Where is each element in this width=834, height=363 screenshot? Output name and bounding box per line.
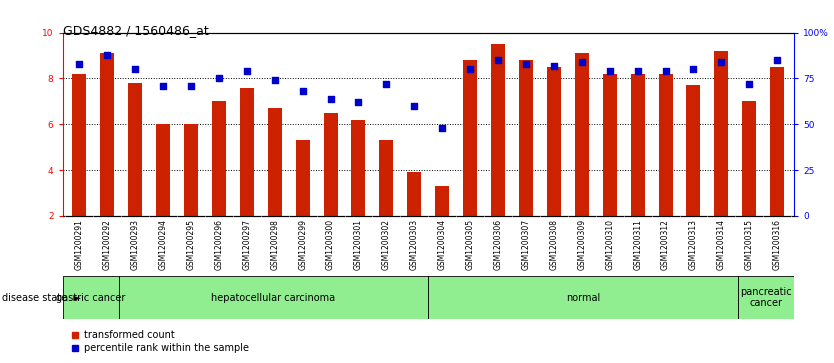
Text: GSM1200299: GSM1200299 (298, 219, 307, 270)
Text: GSM1200309: GSM1200309 (577, 219, 586, 270)
Bar (742, 101, 756, 216)
Bar (118, 276, 429, 319)
Bar (575, 53, 589, 216)
Bar (659, 74, 672, 216)
Point (435, 125, 449, 131)
Text: GSM1200312: GSM1200312 (661, 219, 670, 270)
Text: GSM1200310: GSM1200310 (605, 219, 614, 270)
Bar (73, 74, 86, 216)
Point (73, 61, 86, 67)
Text: GSM1200293: GSM1200293 (131, 219, 139, 270)
Text: GSM1200297: GSM1200297 (243, 219, 251, 270)
Legend: transformed count, percentile rank within the sample: transformed count, percentile rank withi… (68, 326, 253, 357)
Point (575, 59, 589, 65)
Bar (547, 67, 560, 216)
Bar (212, 101, 226, 216)
Text: GSM1200301: GSM1200301 (354, 219, 363, 270)
Point (296, 89, 309, 94)
Bar (463, 60, 477, 216)
Text: GSM1200292: GSM1200292 (103, 219, 112, 270)
Point (520, 61, 533, 67)
Bar (631, 74, 645, 216)
Text: gastric cancer: gastric cancer (56, 293, 125, 303)
Point (771, 57, 784, 63)
Bar (379, 140, 394, 216)
Text: pancreatic
cancer: pancreatic cancer (740, 287, 791, 309)
Text: GSM1200300: GSM1200300 (326, 219, 335, 270)
Bar (771, 67, 784, 216)
Bar (100, 53, 114, 216)
Text: GSM1200303: GSM1200303 (409, 219, 419, 270)
Text: GSM1200313: GSM1200313 (689, 219, 698, 270)
Bar (296, 140, 309, 216)
Text: GSM1200316: GSM1200316 (773, 219, 781, 270)
Text: GSM1200307: GSM1200307 (521, 219, 530, 270)
Text: GSM1200306: GSM1200306 (494, 219, 503, 270)
Bar (429, 276, 738, 319)
Text: GSM1200302: GSM1200302 (382, 219, 391, 270)
Bar (686, 85, 701, 216)
Bar (603, 74, 616, 216)
Point (659, 68, 672, 74)
Text: GSM1200315: GSM1200315 (745, 219, 754, 270)
Text: GSM1200298: GSM1200298 (270, 219, 279, 270)
Text: GSM1200305: GSM1200305 (465, 219, 475, 270)
Point (324, 96, 337, 102)
Text: GSM1200304: GSM1200304 (438, 219, 447, 270)
Text: GSM1200295: GSM1200295 (187, 219, 195, 270)
Bar (715, 51, 728, 216)
Point (268, 77, 281, 83)
Bar (156, 124, 170, 216)
Bar (519, 60, 533, 216)
Point (715, 59, 728, 65)
Point (603, 68, 616, 74)
Text: hepatocellular carcinoma: hepatocellular carcinoma (212, 293, 335, 303)
Point (184, 83, 198, 89)
Point (464, 66, 477, 72)
Text: GSM1200314: GSM1200314 (717, 219, 726, 270)
Bar (407, 172, 421, 216)
Point (128, 66, 142, 72)
Point (408, 103, 421, 109)
Text: GSM1200311: GSM1200311 (633, 219, 642, 270)
Point (631, 68, 645, 74)
Bar (128, 83, 142, 216)
Text: GDS4882 / 1560486_at: GDS4882 / 1560486_at (63, 24, 208, 37)
Point (101, 52, 114, 58)
Point (352, 99, 365, 105)
Bar (738, 276, 794, 319)
Bar (435, 186, 450, 216)
Text: normal: normal (565, 293, 600, 303)
Bar (184, 124, 198, 216)
Text: disease state  ►: disease state ► (2, 293, 81, 303)
Bar (491, 44, 505, 216)
Point (157, 83, 170, 89)
Bar (63, 276, 118, 319)
Point (547, 63, 560, 69)
Point (686, 66, 700, 72)
Text: GSM1200308: GSM1200308 (550, 219, 559, 270)
Text: GSM1200294: GSM1200294 (158, 219, 168, 270)
Point (491, 57, 505, 63)
Point (240, 68, 254, 74)
Text: GSM1200291: GSM1200291 (75, 219, 83, 270)
Point (212, 76, 225, 81)
Bar (268, 108, 282, 216)
Point (742, 81, 756, 87)
Text: GSM1200296: GSM1200296 (214, 219, 224, 270)
Bar (324, 113, 338, 216)
Bar (240, 87, 254, 216)
Point (379, 81, 393, 87)
Bar (351, 120, 365, 216)
